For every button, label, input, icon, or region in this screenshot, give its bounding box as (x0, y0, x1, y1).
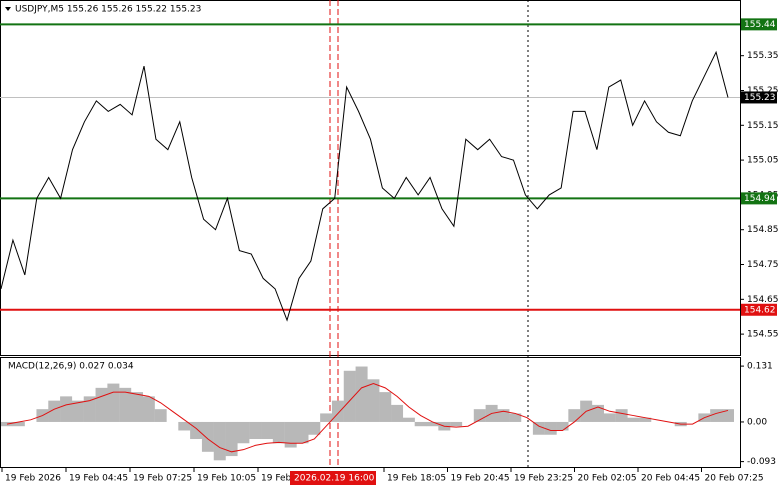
chart-title: USDJPY,M5 155.26 155.26 155.22 155.23 (15, 5, 201, 15)
x-tick-label: 19 Feb 20:45 (451, 474, 510, 484)
y-tick-label: 154.55 (747, 330, 779, 340)
macd-bar (249, 421, 262, 440)
macd-bar (591, 404, 604, 422)
macd-bar (355, 366, 368, 422)
macd-bar (391, 404, 404, 422)
price-panel (0, 0, 741, 356)
x-tick-label: 19 Feb 18:05 (387, 474, 446, 484)
macd-bar (131, 392, 144, 422)
crosshair-label: 2026.02.19 16:00 (294, 474, 375, 484)
macd-bar (639, 417, 652, 422)
x-tick-label: 19 Feb 04:45 (69, 474, 128, 484)
x-tick-label: 19 Feb 07:25 (133, 474, 192, 484)
x-tick-label: 19 Feb (261, 474, 292, 484)
y-tick-label: 155.05 (747, 156, 779, 166)
level-label: 155.44 (744, 20, 776, 30)
macd-bar (603, 413, 616, 422)
macd-bar (83, 396, 96, 422)
y-tick-label: -0.093 (747, 457, 776, 467)
y-tick-label: 155.15 (747, 121, 779, 131)
macd-bar (95, 387, 108, 422)
level-label: 154.94 (744, 194, 776, 204)
macd-bar (261, 421, 274, 440)
macd-bar (710, 409, 723, 422)
x-tick-label: 20 Feb 02:05 (578, 474, 637, 484)
macd-bar (627, 417, 640, 422)
macd-bar (154, 409, 167, 422)
macd-bar (367, 379, 380, 422)
macd-bar (107, 383, 120, 422)
macd-bar (615, 409, 628, 422)
macd-bar (320, 413, 333, 422)
y-tick-label: 154.75 (747, 260, 779, 270)
current-price-box (741, 91, 777, 104)
macd-bar (331, 400, 344, 422)
macd-bar (414, 421, 427, 427)
y-tick-label: 0.00 (747, 417, 767, 427)
macd-bar (343, 370, 356, 422)
macd-bar (272, 421, 285, 444)
y-tick-label: 0.131 (747, 362, 773, 372)
macd-bar (284, 421, 297, 448)
macd-bar (237, 421, 250, 444)
y-tick-label: 155.25 (747, 86, 779, 96)
x-tick-label: 19 Feb 10:05 (197, 474, 256, 484)
x-tick-label: 20 Feb 07:25 (705, 474, 764, 484)
macd-bar (509, 413, 522, 422)
x-tick-label: 20 Feb 04:45 (641, 474, 700, 484)
y-tick-label: 155.35 (747, 51, 779, 61)
price-line (0, 50, 729, 322)
macd-bar (426, 421, 439, 427)
macd-bar (722, 409, 734, 422)
macd-bar (532, 421, 545, 435)
macd-bar (213, 421, 226, 461)
level-label-box (741, 18, 777, 31)
macd-bar (60, 396, 73, 422)
macd-bar (544, 421, 557, 435)
macd-bar (12, 421, 25, 427)
level-label-box (741, 192, 777, 205)
y-tick-label: 154.65 (747, 295, 779, 305)
macd-bar (296, 421, 309, 444)
signal-line (6, 383, 729, 453)
level-label: 154.62 (744, 305, 776, 315)
macd-bar (142, 396, 155, 422)
macd-bar (201, 421, 214, 452)
macd-bar (225, 421, 238, 457)
level-label-box (741, 303, 777, 316)
menu-arrow (5, 7, 11, 11)
macd-bar (497, 409, 510, 422)
macd-bar (119, 387, 132, 422)
macd-bar (379, 392, 392, 422)
macd-title: MACD(12,26,9) 0.027 0.034 (8, 362, 134, 372)
crosshair-box (290, 471, 376, 485)
y-tick-label: 154.85 (747, 225, 779, 235)
macd-bar (450, 421, 463, 427)
macd-bar (556, 421, 569, 431)
x-tick-label: 19 Feb 2026 (5, 474, 61, 484)
current-price-label: 155.23 (744, 93, 776, 103)
macd-bar (402, 417, 415, 422)
macd-bar (178, 421, 191, 431)
macd-bar (568, 409, 581, 422)
macd-bar (308, 421, 321, 435)
macd-bar (48, 400, 61, 422)
macd-bar (71, 400, 84, 422)
x-tick-label: 19 Feb 23:25 (514, 474, 573, 484)
macd-bar (190, 421, 203, 440)
